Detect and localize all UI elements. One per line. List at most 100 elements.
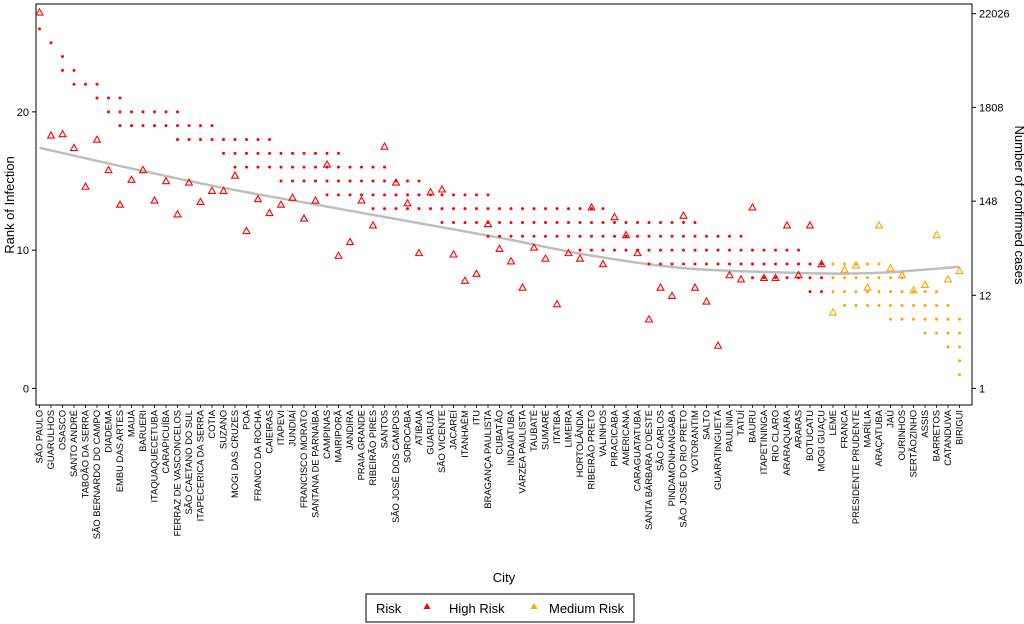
city-label: FRANCA xyxy=(839,409,850,448)
cases-triangle xyxy=(391,177,401,186)
rank-dot xyxy=(337,179,340,183)
cases-triangle xyxy=(242,226,251,235)
rank-dot xyxy=(360,165,363,169)
cases-triangle xyxy=(874,220,884,229)
rank-dot xyxy=(923,331,927,335)
cases-triangle xyxy=(311,195,320,204)
left-axis: 0 10 20 xyxy=(17,107,36,395)
city-label: ASSIS xyxy=(919,410,930,438)
rank-dot xyxy=(463,193,467,197)
rank-dot xyxy=(693,234,697,238)
city-label: SUZANO xyxy=(218,410,229,449)
cases-triangle xyxy=(58,129,67,138)
cases-triangle xyxy=(805,220,815,229)
rank-dot xyxy=(187,138,191,142)
rank-dot xyxy=(49,41,53,45)
city-label: GUARUJÁ xyxy=(425,409,436,455)
right-tick-label: 1 xyxy=(979,383,985,395)
cases-triangle xyxy=(368,220,378,229)
rank-dot xyxy=(601,207,605,211)
cases-triangle xyxy=(35,7,44,16)
rank-dot xyxy=(578,234,582,238)
rank-dot xyxy=(176,124,179,128)
cases-triangle xyxy=(115,199,125,208)
city-label: OSASCO xyxy=(57,410,68,450)
rank-dot xyxy=(233,138,237,142)
city-label: SÃO CARLOS xyxy=(655,410,666,471)
city-label: SÃO CAETANO DO SUL xyxy=(183,410,194,515)
rank-dot xyxy=(440,207,444,211)
rank-dot xyxy=(716,262,720,266)
rank-dot xyxy=(61,55,64,59)
city-label: OURINHOS xyxy=(896,410,907,461)
city-label: RIBEIRÃO PRETO xyxy=(586,410,597,490)
rank-dot xyxy=(164,124,168,128)
rank-dot xyxy=(613,248,616,252)
rank-dot xyxy=(716,234,720,238)
cases-triangle xyxy=(518,282,527,291)
rank-dot xyxy=(843,303,846,307)
cases-triangle xyxy=(460,276,470,284)
rank-dot xyxy=(935,303,938,307)
legend-medium-risk-icon xyxy=(530,603,538,609)
city-label: CAMPINAS xyxy=(321,410,332,459)
rank-dot xyxy=(360,193,363,197)
cases-triangle xyxy=(81,181,90,190)
rank-dot xyxy=(774,262,777,266)
rank-dot xyxy=(394,193,398,197)
city-label: FRANCISCO MORATO xyxy=(298,410,309,508)
cases-triangle xyxy=(621,230,631,239)
rank-dot xyxy=(291,165,294,169)
rank-dot xyxy=(176,110,179,114)
rank-dot xyxy=(946,317,950,321)
rank-dot xyxy=(417,207,421,211)
cases-triangle xyxy=(690,282,700,291)
rank-dot xyxy=(820,276,823,280)
city-label: SERTÃOZINHO xyxy=(908,410,919,478)
rank-dot xyxy=(84,82,87,86)
cases-triangle xyxy=(725,270,734,279)
rank-dot xyxy=(946,331,950,335)
cases-triangle xyxy=(897,270,907,279)
rank-dot xyxy=(325,193,329,197)
cases-triangle xyxy=(449,249,458,258)
rank-dot xyxy=(130,110,133,114)
rank-dot xyxy=(785,248,789,252)
rank-dot xyxy=(854,303,858,307)
rank-dot xyxy=(325,179,329,183)
cases-triangle xyxy=(598,259,608,268)
rank-dot xyxy=(279,165,283,169)
city-label: MOGI DAS CRUZES xyxy=(229,410,240,498)
city-label: POÁ xyxy=(241,409,252,430)
rank-dot xyxy=(199,124,202,128)
rank-dot xyxy=(452,193,455,197)
city-label: ARARAQUARA xyxy=(781,409,792,475)
rank-dot xyxy=(314,165,317,169)
rank-dot xyxy=(302,165,306,169)
rank-dot xyxy=(705,234,708,238)
rank-dot xyxy=(544,207,547,211)
city-label: MAUÁ xyxy=(126,409,137,437)
rank-dot xyxy=(95,82,99,86)
city-label: AMERICANA xyxy=(620,409,631,465)
rank-dot xyxy=(256,165,260,169)
rank-dot xyxy=(360,179,363,183)
rank-dot xyxy=(107,96,110,100)
cases-triangle xyxy=(771,273,780,282)
rank-dot xyxy=(417,193,421,197)
cases-triangle xyxy=(380,141,389,150)
cases-triangle xyxy=(656,282,665,291)
city-label: BRAGANÇA PAULISTA xyxy=(482,409,493,508)
rank-dot xyxy=(728,234,731,238)
legend-high-risk-label: High Risk xyxy=(449,601,505,616)
rank-dot xyxy=(647,234,651,238)
rank-dot xyxy=(176,138,179,142)
rank-dot xyxy=(774,276,777,280)
rank-dot xyxy=(659,220,662,224)
rank-dot xyxy=(371,207,375,211)
rank-dot xyxy=(245,165,248,169)
rank-dot xyxy=(486,234,490,238)
city-label: VOTORANTIM xyxy=(689,410,700,473)
rank-dot xyxy=(325,151,329,155)
rank-dot xyxy=(705,248,708,252)
